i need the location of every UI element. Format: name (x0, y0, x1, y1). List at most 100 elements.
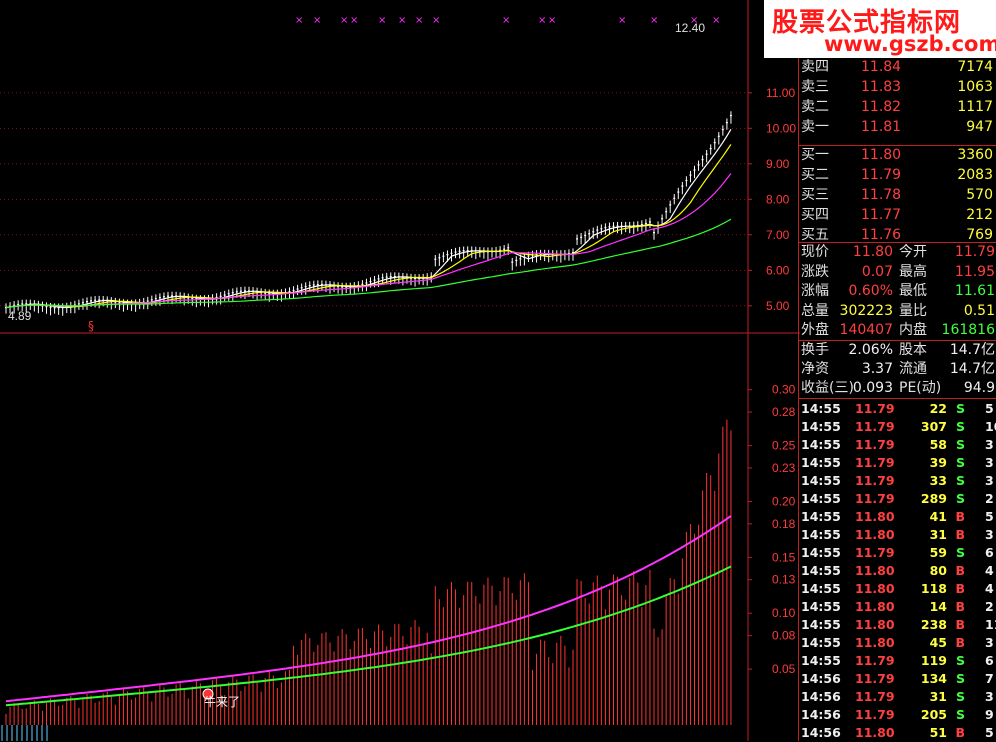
trade-count: 5 (985, 509, 994, 524)
trade-time: 14:55 (801, 599, 841, 614)
trade-volume: 80 (929, 563, 947, 578)
trade-row: 14:55 11.79 59 S 6 (799, 544, 996, 562)
stat-value: 140407 (839, 322, 893, 338)
ask-level: 卖二 11.82 1117 (799, 98, 996, 117)
trade-count: 6 (985, 545, 994, 560)
trade-price: 11.80 (855, 725, 895, 740)
stat-value: 11.95 (954, 263, 995, 280)
info-value: 2.06% (848, 342, 893, 358)
ask-label: 卖二 (801, 99, 829, 115)
stat-value: 302223 (839, 302, 893, 319)
info-value: 0.093 (852, 380, 893, 396)
trade-time: 14:55 (801, 419, 841, 434)
chart-area[interactable]: 11.00 10.00 9.00 8.00 7.00 6.00 5.00 0.30 0.28 0.… (0, 0, 800, 741)
bid-volume: 570 (966, 187, 993, 203)
bid-volume: 2083 (957, 167, 993, 183)
trade-side: B (955, 599, 965, 614)
bid-price: 11.78 (861, 187, 902, 203)
trade-row: 14:56 11.79 31 S 3 (799, 688, 996, 706)
ask-price: 11.82 (861, 99, 902, 115)
info-label: 收益(三) (801, 380, 854, 396)
trade-volume: 14 (929, 599, 947, 614)
trade-price: 11.80 (855, 635, 895, 650)
signal-marker: × (398, 15, 406, 26)
trade-volume: 119 (920, 653, 947, 668)
s-marker: § (88, 319, 94, 333)
trade-count: 7 (985, 671, 994, 686)
signal-marker: × (295, 15, 303, 26)
trade-price: 11.79 (855, 491, 895, 506)
trade-count: 5 (985, 401, 994, 416)
bid-volume: 212 (966, 207, 993, 223)
trade-count: 4 (985, 563, 994, 578)
fundamental-row: 换手 2.06% 股本 14.7亿 (799, 341, 996, 360)
info-value: 14.7亿 (949, 361, 995, 377)
trade-side: B (955, 635, 965, 650)
trade-volume: 59 (929, 545, 947, 560)
signal-marker: × (432, 15, 440, 26)
signal-text: 牛来了 (204, 694, 240, 709)
quote-stat-row: 现价 11.80 今开 11.79 (799, 243, 996, 262)
trade-time: 14:56 (801, 671, 841, 686)
trade-count: 3 (985, 437, 994, 452)
price-tick-label: 11.00 (766, 86, 795, 100)
bid-label: 买五 (801, 227, 829, 243)
trade-side: S (955, 473, 965, 488)
trade-side: B (955, 581, 965, 596)
volume-tick-label: 0.13 (772, 573, 796, 587)
stat-label: 涨幅 (801, 283, 829, 299)
trade-side: S (955, 671, 965, 686)
trade-time: 14:56 (801, 707, 841, 722)
trade-time: 14:55 (801, 581, 841, 596)
info-label: 净资 (801, 361, 829, 377)
signal-marker: × (650, 15, 658, 26)
volume-tick-label: 0.25 (772, 439, 796, 453)
bid-level: 买四 11.77 212 (799, 206, 996, 225)
info-value: 14.7亿 (949, 342, 995, 358)
signal-marker: × (618, 15, 626, 26)
ask-level: 卖四 11.84 7174 (799, 58, 996, 77)
trade-volume: 307 (920, 419, 947, 434)
trade-price: 11.79 (855, 707, 895, 722)
kline-chart[interactable]: 11.00 10.00 9.00 8.00 7.00 6.00 5.00 0.30 0.28 0.… (0, 0, 800, 741)
price-low-label: 4.89 (8, 309, 32, 323)
trade-side: S (955, 455, 965, 470)
trade-count: 4 (985, 581, 994, 596)
trade-count: 2 (985, 599, 994, 614)
trade-side: B (955, 527, 965, 542)
stat-label: 内盘 (899, 322, 927, 338)
trade-price: 11.79 (855, 419, 895, 434)
bid-volume: 3360 (957, 147, 993, 163)
trade-side: S (955, 707, 965, 722)
trade-price: 11.80 (855, 581, 895, 596)
trade-count: 3 (985, 455, 994, 470)
trade-row: 14:55 11.80 31 B 3 (799, 526, 996, 544)
ask-volume: 1063 (957, 79, 993, 95)
price-tick-label: 10.00 (766, 121, 796, 135)
trade-side: B (955, 509, 965, 524)
stat-label: 最低 (899, 283, 927, 299)
price-tick-label: 8.00 (766, 192, 790, 206)
trade-count: 3 (985, 689, 994, 704)
quote-stat-row: 外盘 140407 内盘 161816 (799, 321, 996, 340)
trade-volume: 51 (929, 725, 947, 740)
stat-value: 11.61 (954, 283, 995, 299)
trade-price: 11.79 (855, 437, 895, 452)
trade-side: S (955, 401, 965, 416)
trade-row: 14:55 11.79 39 S 3 (799, 454, 996, 472)
stat-value: 161816 (941, 322, 995, 338)
trade-volume: 22 (929, 401, 947, 416)
panel-divider (799, 145, 996, 146)
trade-price: 11.80 (855, 509, 895, 524)
trade-price: 11.79 (855, 689, 895, 704)
stat-label: 量比 (899, 302, 927, 319)
bid-volume: 769 (966, 227, 993, 243)
trade-row: 14:55 11.80 238 B 11 (799, 616, 996, 634)
trade-time: 14:55 (801, 491, 841, 506)
signal-dot (202, 688, 214, 700)
trade-price: 11.79 (855, 653, 895, 668)
trade-time: 14:55 (801, 437, 841, 452)
panel-divider (799, 242, 996, 243)
trade-price: 11.80 (855, 527, 895, 542)
trade-row: 14:56 11.79 205 S 9 (799, 706, 996, 724)
